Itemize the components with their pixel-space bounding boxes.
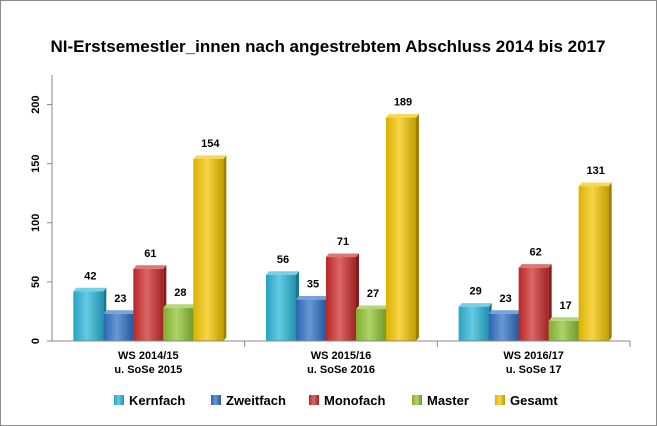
y-tick-label: 0 (30, 338, 42, 344)
bar-front (73, 291, 104, 341)
axes: 0 50 100 150 200 WS 2014/15 u. SoSe 2015 WS 201… (30, 75, 631, 376)
bar-series-group (73, 113, 612, 342)
legend-swatch (495, 395, 505, 405)
legend-item: Master (412, 393, 469, 408)
bar (518, 264, 552, 341)
legend-item: Monofach (309, 393, 385, 408)
bar (458, 303, 492, 341)
data-label: 71 (337, 236, 349, 248)
bar (296, 296, 329, 341)
legend-label: Monofach (324, 393, 385, 408)
bar (193, 155, 227, 341)
data-label: 29 (470, 286, 482, 298)
data-label: 154 (201, 138, 220, 150)
x-tick-label: WS 2016/17 (503, 350, 564, 362)
bar (266, 271, 299, 341)
bar (163, 304, 197, 341)
bar-front (356, 309, 386, 341)
bar-top (356, 305, 389, 310)
legend-label: Kernfach (129, 393, 185, 408)
x-tick-label: WS 2014/15 (118, 350, 179, 362)
data-label-group: 42 23 61 28 154 56 35 71 27 189 29 23 62 17 131 (84, 97, 605, 312)
bar-top (193, 155, 227, 159)
bar-front (518, 267, 549, 341)
bar (326, 253, 359, 341)
chart-title: NI-Erstsemestler_innen nach angestrebtem… (51, 37, 606, 56)
bar-top (518, 264, 552, 268)
bar-front (488, 313, 519, 341)
y-tick-label: 150 (30, 154, 42, 172)
legend-swatch (309, 395, 319, 405)
data-label: 56 (277, 254, 289, 266)
data-label: 23 (500, 293, 512, 305)
data-label: 189 (394, 97, 412, 109)
bar-top (163, 304, 197, 308)
bar-front (296, 299, 326, 341)
legend-swatch (211, 395, 221, 405)
bar (133, 265, 167, 341)
bar-side (416, 113, 419, 342)
bar-top (578, 182, 612, 187)
data-label: 17 (560, 300, 572, 312)
bar-top (326, 253, 359, 258)
bar (73, 287, 107, 341)
bar-top (296, 296, 329, 300)
legend-item: Kernfach (114, 393, 185, 408)
bar-side (223, 155, 227, 341)
legend-label: Gesamt (510, 393, 558, 408)
data-label: 61 (144, 248, 156, 260)
bar-side (608, 182, 612, 341)
bar (578, 182, 612, 341)
bar-top (458, 303, 492, 307)
bar-front (458, 306, 489, 341)
data-label: 23 (114, 293, 126, 305)
bar (356, 305, 389, 341)
data-label: 42 (84, 270, 96, 282)
bar-top (103, 310, 137, 314)
data-label: 62 (530, 247, 542, 259)
legend-label: Master (427, 393, 469, 408)
legend-label: Zweitfach (226, 393, 286, 408)
bar (548, 317, 582, 341)
bar-front (578, 186, 609, 341)
legend-item: Gesamt (495, 393, 558, 408)
x-tick-label: WS 2015/16 (311, 350, 372, 362)
bar-front (266, 274, 296, 341)
bar-top (488, 310, 522, 314)
bar (386, 113, 419, 342)
bar-front (103, 313, 134, 341)
y-tick-label: 50 (30, 276, 42, 288)
data-label: 28 (174, 287, 186, 299)
x-tick-label: u. SoSe 2015 (114, 364, 182, 376)
x-tick-label: u. SoSe 2016 (307, 364, 375, 376)
bar-front (193, 158, 224, 341)
bar-top (73, 287, 107, 292)
x-tick-label: u. SoSe 17 (506, 364, 562, 376)
bar (103, 310, 137, 341)
bar-top (548, 317, 582, 321)
bar-front (133, 268, 164, 341)
bar-front (386, 117, 416, 341)
bar-front (326, 257, 356, 341)
legend-swatch (114, 395, 124, 405)
y-tick-label: 200 (30, 95, 42, 113)
bar (488, 310, 522, 341)
data-label: 35 (307, 279, 319, 291)
legend-swatch (412, 395, 422, 405)
bar-front (548, 320, 579, 341)
bar-top (133, 265, 167, 269)
bar-top (266, 271, 299, 275)
legend-item: Zweitfach (211, 393, 286, 408)
bar-front (163, 307, 194, 341)
data-label: 27 (367, 288, 379, 300)
bar-top (386, 113, 419, 118)
y-tick-label: 100 (30, 214, 42, 232)
legend: Kernfach Zweitfach Monofach Master Gesamt (114, 393, 558, 408)
data-label: 131 (586, 165, 604, 177)
